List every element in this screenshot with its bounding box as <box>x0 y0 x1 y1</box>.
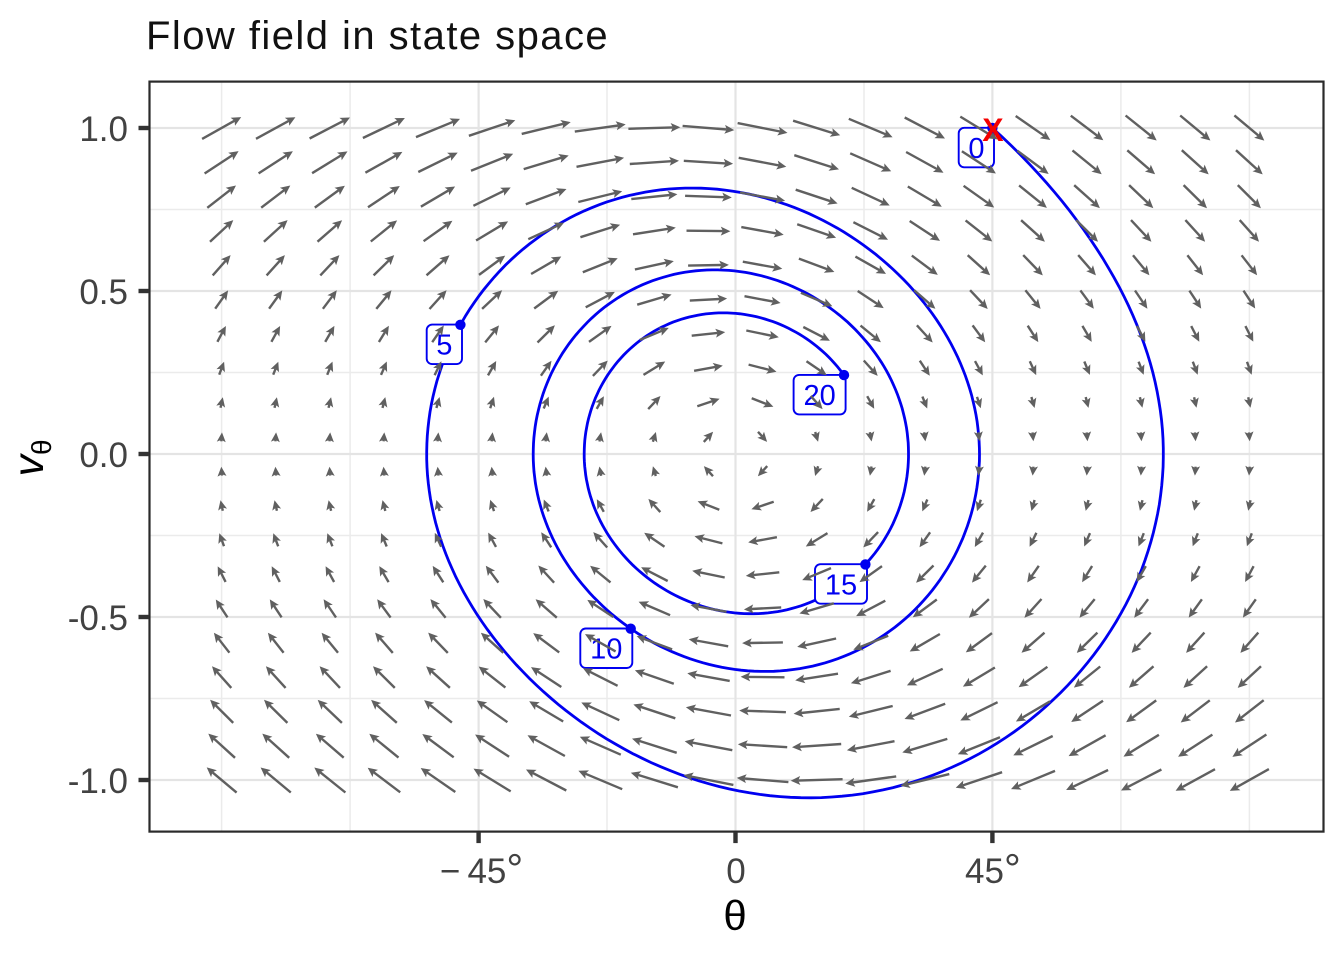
svg-text:5: 5 <box>436 330 452 362</box>
svg-text:− 45°: − 45° <box>440 845 523 892</box>
svg-text:1.0: 1.0 <box>79 110 128 149</box>
svg-text:0: 0 <box>726 852 745 891</box>
svg-text:0.5: 0.5 <box>79 273 128 312</box>
svg-text:Flow field in state space: Flow field in state space <box>146 14 609 58</box>
svg-text:45°: 45° <box>965 845 1021 892</box>
svg-text:X: X <box>982 112 1004 148</box>
svg-text:-0.5: -0.5 <box>68 599 128 638</box>
svg-text:-1.0: -1.0 <box>68 762 128 801</box>
svg-text:15: 15 <box>825 569 857 601</box>
svg-text:0.0: 0.0 <box>79 436 128 475</box>
svg-text:θ: θ <box>723 892 746 939</box>
svg-text:10: 10 <box>590 634 622 666</box>
